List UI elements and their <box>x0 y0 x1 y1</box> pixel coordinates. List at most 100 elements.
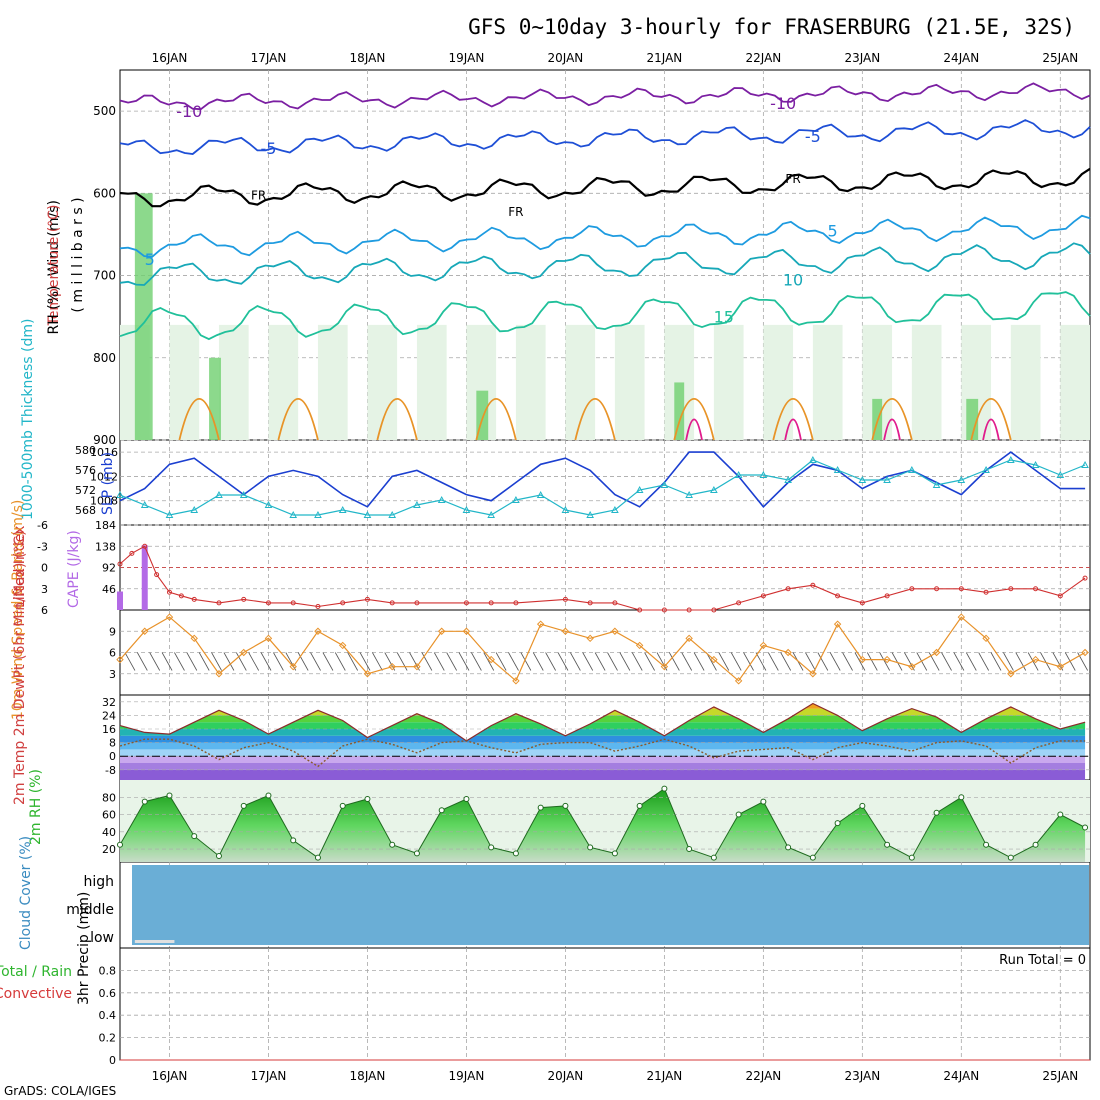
rh-point <box>587 844 594 851</box>
precip-axis-label: 3hr Precip (mm) <box>76 892 92 1005</box>
thickness-point <box>611 505 619 513</box>
rh-point <box>834 820 841 827</box>
wind-barb <box>433 652 445 671</box>
rh-point <box>488 844 495 851</box>
wind-barb <box>421 652 433 671</box>
rh-point <box>859 802 866 809</box>
contour-label: -10 <box>176 102 202 121</box>
wind-barb <box>656 652 668 671</box>
rh-shade <box>416 324 447 440</box>
wind-speed-point <box>611 627 619 635</box>
cloud-level-label: middle <box>66 902 114 918</box>
lifted-index-point <box>1008 586 1014 592</box>
isotherm-line <box>119 119 1091 155</box>
rh-shade-high <box>476 390 489 440</box>
thickness-tick: 580 <box>75 444 96 457</box>
pressure-tick: 600 <box>93 186 116 200</box>
slp-tick: 1012 <box>90 470 118 483</box>
warm-isotherm <box>178 397 220 441</box>
rh-point <box>191 833 198 840</box>
warm-isotherm <box>574 397 616 441</box>
wind-barb <box>780 652 792 671</box>
isotherm-line <box>119 242 1091 286</box>
lifted-index-point <box>637 607 643 613</box>
thickness-axis-label: 1000-500mb Thickness (dm) <box>20 319 36 520</box>
wind-barb <box>1052 652 1064 671</box>
lifted-index-point <box>736 600 742 606</box>
day-label-top: 16JAN <box>152 51 188 65</box>
rh-point <box>611 850 618 857</box>
thickness-point <box>190 505 199 513</box>
slp-tick: 1016 <box>90 446 118 459</box>
wind-speed-point <box>635 641 644 650</box>
thickness-point <box>907 465 916 473</box>
wind-barb <box>681 652 693 671</box>
wind-barb <box>532 652 544 671</box>
wind-speed-point <box>1007 670 1015 678</box>
wind-barb <box>396 652 408 671</box>
rh-shade <box>218 324 249 440</box>
rh-point <box>413 850 420 857</box>
lifted-index-point <box>117 561 123 567</box>
cape-tick: 184 <box>95 519 116 532</box>
rh-point <box>537 804 544 811</box>
slp-tick: 1008 <box>90 495 118 508</box>
day-label-bottom: 22JAN <box>745 1069 781 1083</box>
thickness-point <box>487 510 496 518</box>
wind-speed-point <box>363 670 372 678</box>
wind-barb <box>631 652 643 671</box>
temp-band <box>120 715 1086 723</box>
rh-area <box>120 788 1086 862</box>
wind-barb <box>248 652 260 671</box>
pressure-tick: 500 <box>93 104 116 118</box>
rh-point <box>215 852 222 859</box>
lifted-index-point <box>562 596 568 602</box>
contour-label: -5 <box>260 139 276 158</box>
wind-barb <box>668 652 680 671</box>
wind-barb <box>446 652 457 671</box>
panel-frame <box>119 947 1091 1061</box>
rh-line <box>119 787 1086 859</box>
thickness-point <box>536 490 545 498</box>
contour-label: -5 <box>805 127 821 146</box>
wind-barb <box>372 652 383 671</box>
hot-isotherm <box>982 418 1000 441</box>
lifted-index-point <box>513 600 519 606</box>
wind-barb <box>743 652 754 671</box>
thickness-point <box>388 510 397 518</box>
thickness-point <box>314 510 322 518</box>
thickness-point <box>635 485 644 493</box>
rh-point <box>884 841 891 848</box>
wind-barb <box>471 652 482 671</box>
contour-label: FR <box>251 188 266 202</box>
thickness-point <box>512 495 520 503</box>
millibars-axis-label: ( m i l l i b a r s ) <box>70 197 86 312</box>
precip-tick: 0.8 <box>99 964 117 977</box>
day-label-top: 25JAN <box>1042 51 1078 65</box>
thickness-point <box>239 490 248 498</box>
wind-speed-point <box>784 648 792 657</box>
temp-tick: 16 <box>102 723 116 736</box>
warm-isotherm <box>376 397 418 441</box>
lifted-index-point <box>178 593 184 599</box>
wind-speed-point <box>833 620 842 628</box>
wind-speed-point <box>809 670 817 678</box>
wind-barb <box>953 652 965 671</box>
thickness-point <box>982 465 990 473</box>
rh-axis-label: RH (%) <box>46 286 62 335</box>
thickness-point <box>1006 455 1015 463</box>
cape-tick: 46 <box>102 583 116 596</box>
dewpoint-line <box>119 738 1086 768</box>
rh-point <box>562 802 569 809</box>
warm-isotherm <box>970 397 1012 441</box>
lifted-index-point <box>166 589 172 595</box>
rh-point <box>933 809 940 816</box>
cloud-fill <box>132 865 1089 945</box>
temp-band <box>120 722 1086 729</box>
lifted-index-point <box>1082 575 1088 581</box>
day-label-top: 24JAN <box>943 51 979 65</box>
wind-speed-point <box>685 634 693 643</box>
wind-barb <box>557 652 569 671</box>
rh-point <box>389 841 396 848</box>
